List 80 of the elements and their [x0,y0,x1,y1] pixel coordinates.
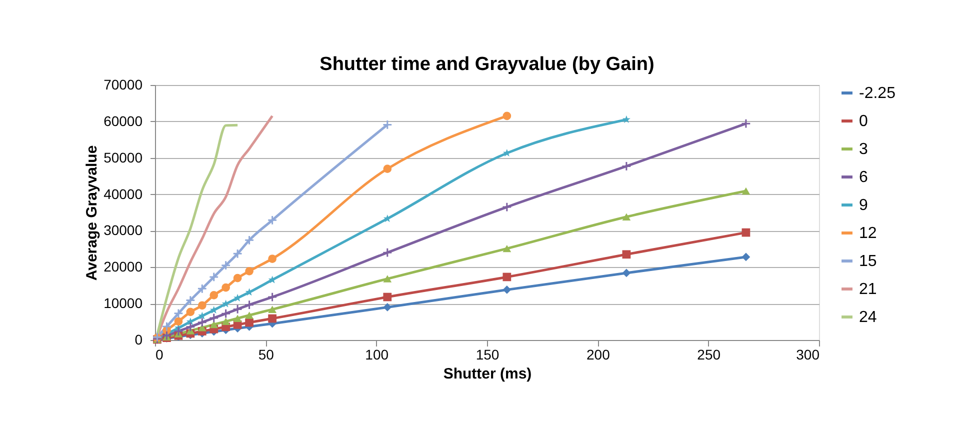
point [741,118,751,129]
point [174,308,184,318]
point [220,260,231,270]
point [197,317,208,328]
y-tick-label: 40000 [104,186,143,202]
x-tick-label: 150 [476,346,500,362]
y-tick-label: 10000 [104,295,143,312]
point [383,164,392,173]
point [382,248,392,258]
point [502,286,512,294]
point [742,228,750,237]
point [267,215,278,226]
point [244,300,254,310]
point [267,292,278,302]
y-tick-label: 60000 [104,112,143,129]
point [162,322,172,332]
legend-label: 6 [859,169,868,186]
x-axis-title: Shutter (ms) [443,366,532,382]
point [197,284,208,294]
x-tick-label: 300 [796,346,820,362]
point [245,318,254,327]
point [210,291,218,300]
legend-label: 24 [859,309,877,326]
point [174,317,183,326]
legend-label: 12 [859,225,877,242]
point [198,301,206,310]
point [742,187,750,195]
point [208,313,219,323]
point [186,308,195,316]
point [220,308,231,319]
x-tick-label: 200 [586,346,610,362]
legend-label: 21 [859,281,877,298]
point [622,268,631,278]
point [622,161,632,172]
point [502,244,512,252]
x-tick-label: 250 [697,346,721,362]
point [502,202,512,212]
y-tick-label: 30000 [104,222,143,238]
y-tick-label: 70000 [104,76,143,92]
point [383,275,392,282]
point [622,115,630,123]
point [502,272,512,282]
point [222,283,230,292]
point [622,213,631,220]
x-tick-label: 50 [258,346,274,362]
point [162,330,172,341]
legend-label: 0 [859,113,868,130]
legend-label: -2.25 [859,85,896,102]
point [268,306,276,314]
point [232,304,242,314]
chart-title: Shutter time and Grayvalue (by Gain) [320,54,654,75]
point [268,254,276,263]
point [244,235,254,246]
point [383,303,392,312]
point [232,248,242,259]
legend-label: 15 [859,253,877,270]
legend-label: 3 [859,141,868,158]
point [233,274,242,282]
point [174,326,184,336]
point [185,322,196,332]
point [208,272,219,282]
point [622,250,631,259]
legend-label: 9 [859,197,868,214]
x-tick-label: 100 [365,346,389,362]
point [245,266,254,276]
point [383,292,392,302]
y-tick-label: 50000 [104,149,143,166]
point [185,295,196,306]
y-tick-label: 20000 [104,258,143,275]
point [502,112,512,120]
point [233,314,242,322]
x-tick-label: 0 [156,346,164,362]
y-tick-label: 0 [134,332,143,348]
point [382,120,392,130]
point [245,312,254,319]
point [222,318,230,326]
point [268,314,276,323]
point [210,320,218,328]
y-axis-title: Average Grayvalue [84,145,101,281]
point [742,252,750,262]
